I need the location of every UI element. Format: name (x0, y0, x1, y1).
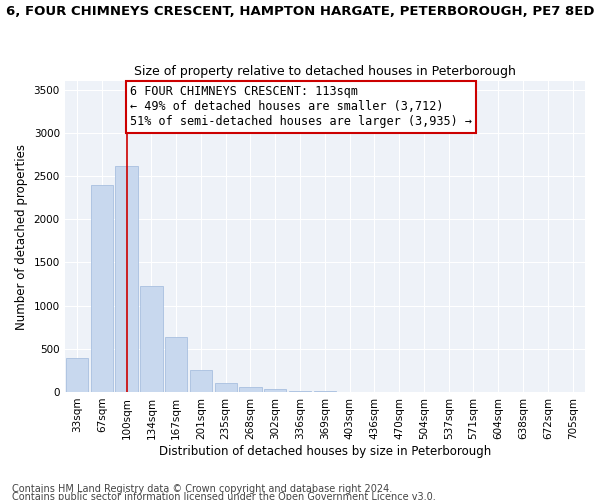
Y-axis label: Number of detached properties: Number of detached properties (15, 144, 28, 330)
X-axis label: Distribution of detached houses by size in Peterborough: Distribution of detached houses by size … (159, 444, 491, 458)
Text: 6, FOUR CHIMNEYS CRESCENT, HAMPTON HARGATE, PETERBOROUGH, PE7 8ED: 6, FOUR CHIMNEYS CRESCENT, HAMPTON HARGA… (6, 5, 594, 18)
Bar (314, 391, 336, 392)
Bar (190, 370, 212, 392)
Title: Size of property relative to detached houses in Peterborough: Size of property relative to detached ho… (134, 66, 516, 78)
Text: Contains HM Land Registry data © Crown copyright and database right 2024.: Contains HM Land Registry data © Crown c… (12, 484, 392, 494)
Bar (264, 389, 286, 392)
Bar (115, 166, 138, 392)
Bar (215, 384, 237, 392)
Bar (140, 286, 163, 392)
Bar (165, 336, 187, 392)
Bar (289, 390, 311, 392)
Text: Contains public sector information licensed under the Open Government Licence v3: Contains public sector information licen… (12, 492, 436, 500)
Bar (239, 387, 262, 392)
Bar (66, 358, 88, 392)
Text: 6 FOUR CHIMNEYS CRESCENT: 113sqm
← 49% of detached houses are smaller (3,712)
51: 6 FOUR CHIMNEYS CRESCENT: 113sqm ← 49% o… (130, 86, 472, 128)
Bar (91, 184, 113, 392)
